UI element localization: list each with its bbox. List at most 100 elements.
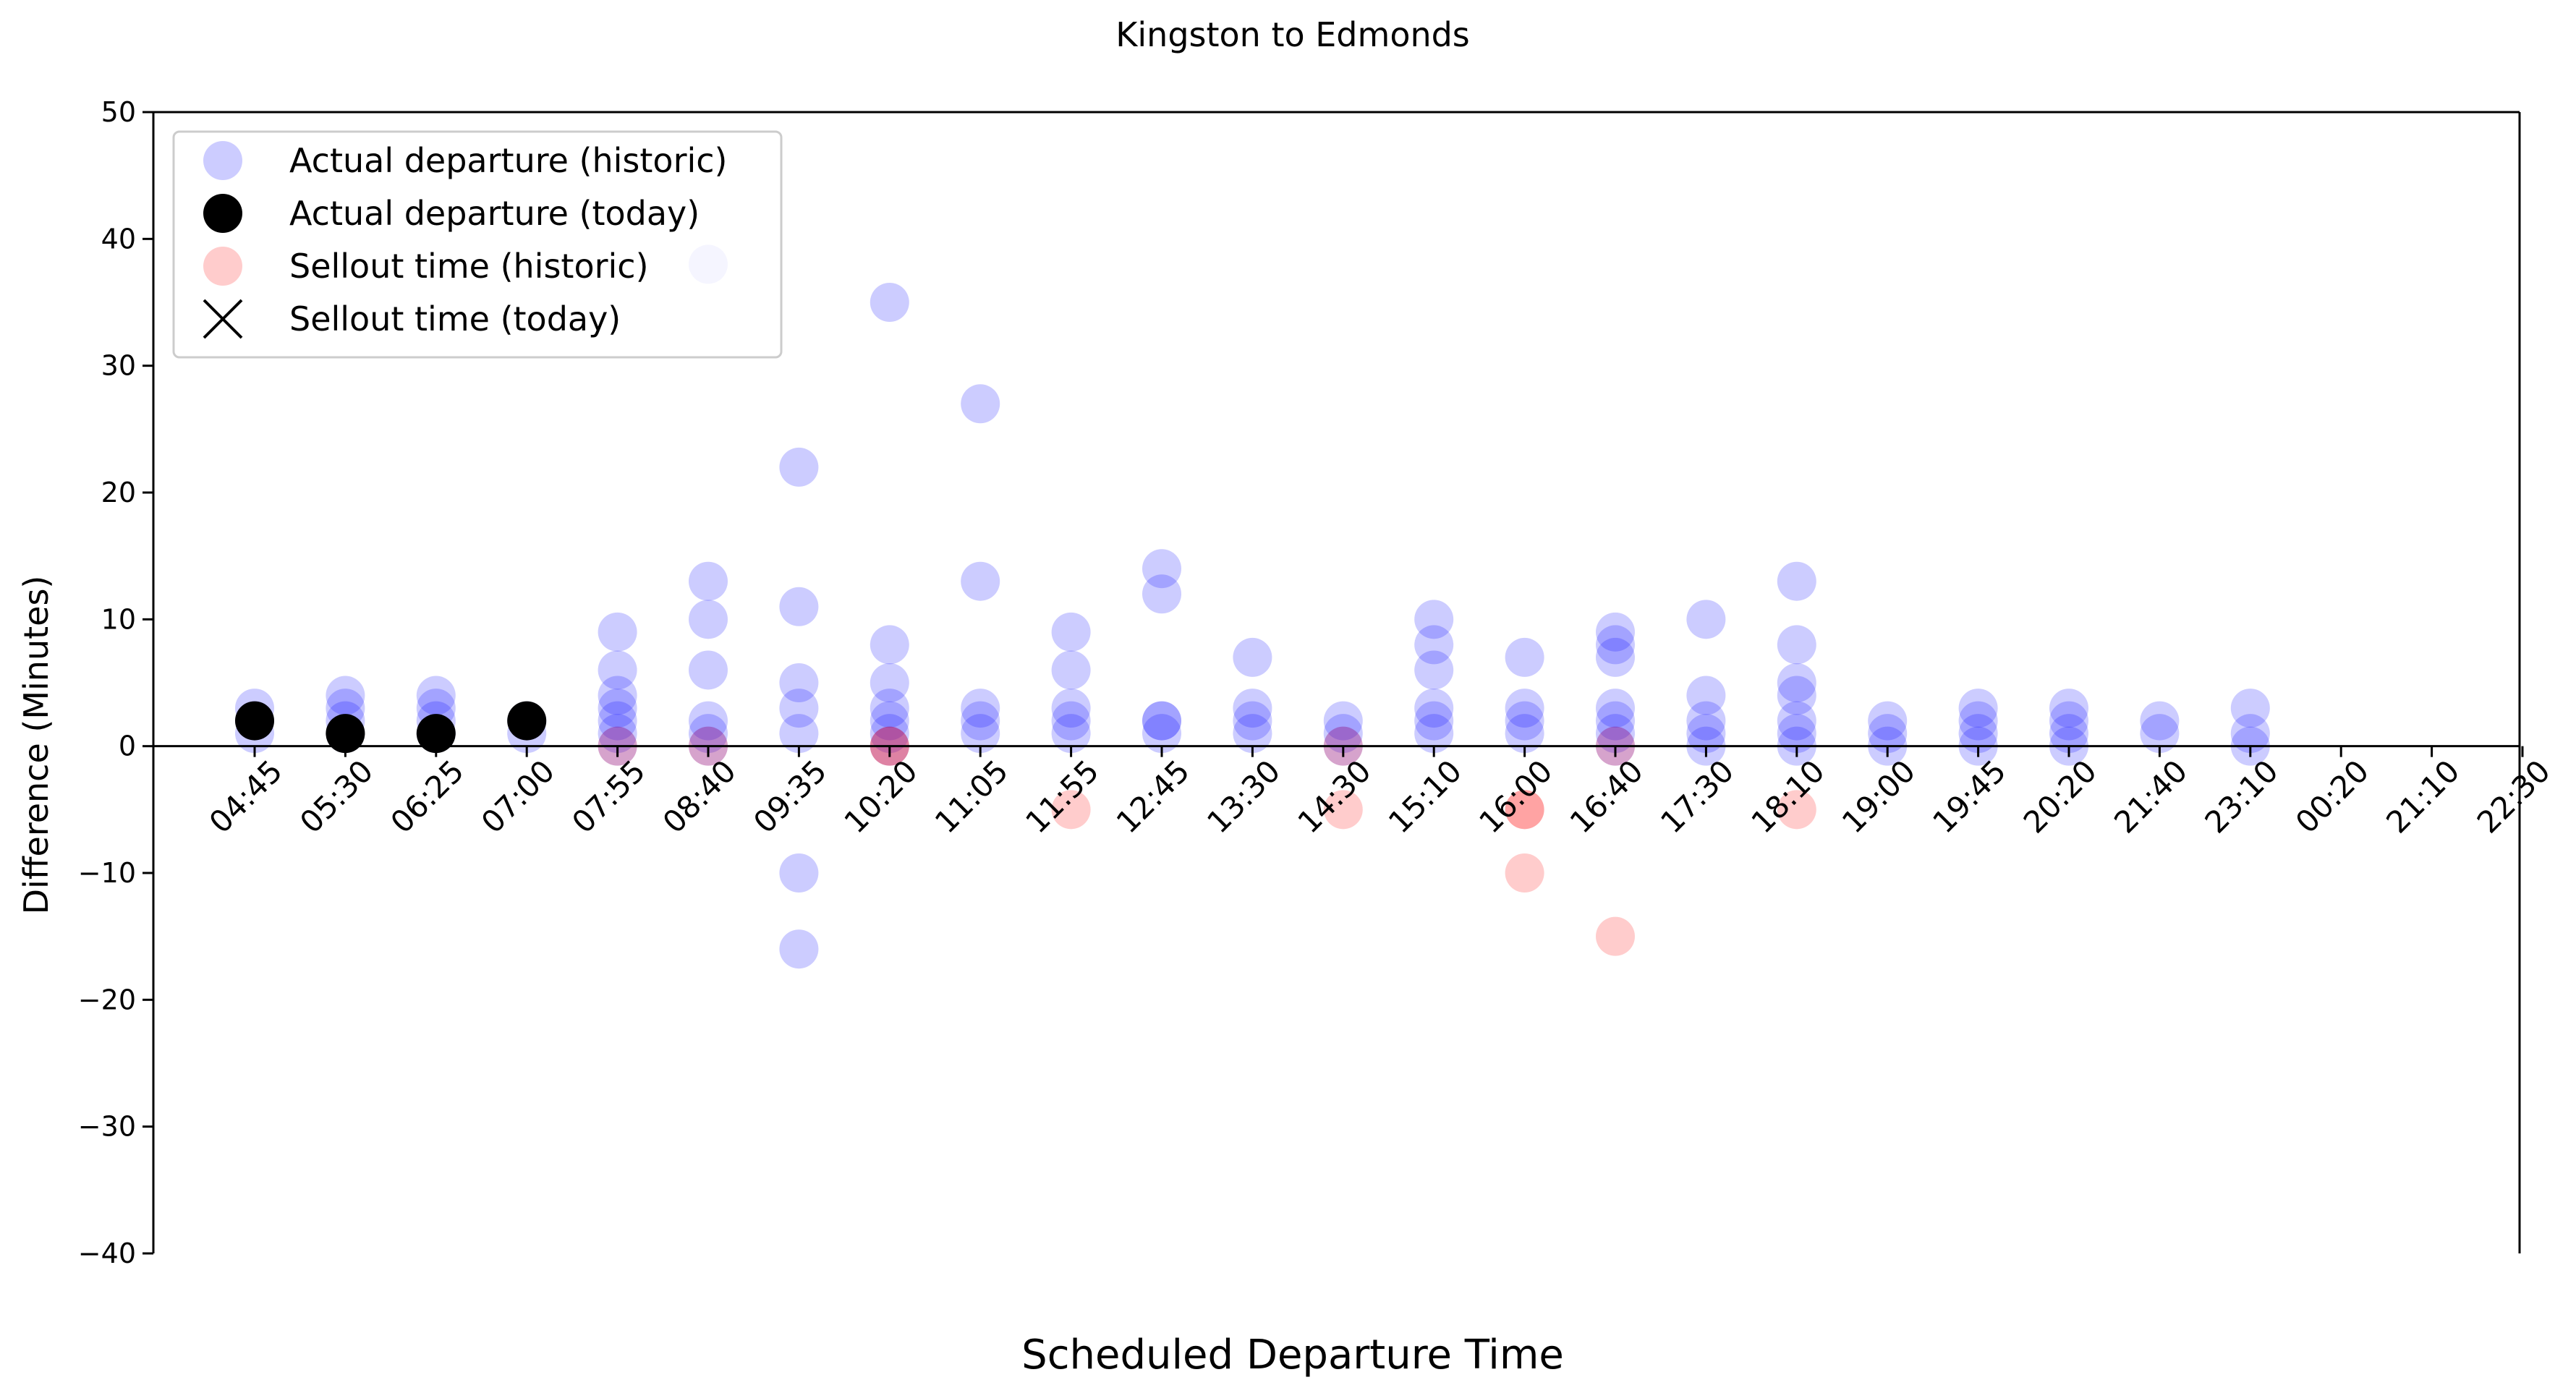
data-point bbox=[416, 714, 456, 754]
y-tick-label: 10 bbox=[101, 603, 136, 635]
data-point bbox=[1958, 689, 1998, 728]
x-tick-label: 16:00 bbox=[1472, 753, 1559, 840]
x-tick-label: 17:30 bbox=[1654, 753, 1740, 840]
x-tick-label: 00:20 bbox=[2289, 753, 2376, 840]
data-point bbox=[598, 650, 637, 690]
x-tick-label: 11:05 bbox=[928, 753, 1015, 840]
data-point bbox=[689, 701, 728, 741]
legend-box bbox=[172, 130, 783, 359]
data-point bbox=[1142, 549, 1181, 589]
data-point bbox=[1414, 625, 1454, 665]
y-tick-label: −10 bbox=[78, 857, 136, 889]
data-point bbox=[1051, 612, 1091, 652]
x-tick-label: 22:30 bbox=[2470, 753, 2557, 840]
data-point bbox=[961, 689, 1000, 728]
x-tick-label: 21:40 bbox=[2107, 753, 2194, 840]
data-point bbox=[961, 714, 1000, 754]
data-point bbox=[235, 701, 274, 741]
y-tick-label: −20 bbox=[78, 984, 136, 1015]
data-point bbox=[1596, 714, 1635, 754]
data-point bbox=[689, 600, 728, 639]
data-point bbox=[689, 650, 728, 690]
x-tick-label: 08:40 bbox=[656, 753, 743, 840]
x-tick-label: 14:30 bbox=[1291, 753, 1377, 840]
y-axis-label: Difference (Minutes) bbox=[17, 576, 56, 915]
x-tick-label: 05:30 bbox=[293, 753, 380, 840]
x-tick-label: 19:45 bbox=[1926, 753, 2012, 840]
data-point bbox=[1596, 637, 1635, 677]
data-point bbox=[2230, 714, 2270, 754]
data-point bbox=[870, 663, 909, 702]
plot-area bbox=[235, 244, 2270, 969]
x-tick-label: 13:30 bbox=[1200, 753, 1287, 840]
data-point bbox=[1505, 714, 1544, 754]
data-point bbox=[1142, 714, 1181, 754]
y-tick-label: −30 bbox=[78, 1111, 136, 1143]
data-point bbox=[1233, 637, 1272, 677]
data-point bbox=[1596, 689, 1635, 728]
data-point bbox=[1505, 790, 1544, 830]
data-point bbox=[779, 663, 819, 702]
x-tick-label: 12:45 bbox=[1110, 753, 1196, 840]
data-point bbox=[1777, 790, 1816, 830]
data-point bbox=[2049, 701, 2088, 741]
y-tick-label: −40 bbox=[78, 1237, 136, 1269]
data-point bbox=[1777, 701, 1816, 741]
x-tick-label: 15:10 bbox=[1382, 753, 1468, 840]
data-point bbox=[870, 283, 909, 322]
data-point bbox=[1414, 689, 1454, 728]
data-point bbox=[779, 853, 819, 893]
y-tick-label: 20 bbox=[101, 477, 136, 508]
legend-label: Actual departure (historic) bbox=[289, 141, 728, 180]
legend-marker bbox=[203, 299, 243, 339]
data-point bbox=[870, 625, 909, 665]
data-point bbox=[1777, 625, 1816, 665]
data-point bbox=[2049, 714, 2088, 754]
data-point bbox=[1868, 701, 1908, 741]
data-point bbox=[326, 676, 365, 715]
y-tick-label: 50 bbox=[101, 96, 136, 128]
data-point bbox=[779, 689, 819, 728]
data-point bbox=[1868, 714, 1908, 754]
x-tick-label: 06:25 bbox=[383, 753, 470, 840]
x-axis-label: Scheduled Departure Time bbox=[1021, 1332, 1564, 1379]
y-tick-label: 30 bbox=[101, 350, 136, 382]
chart-title: Kingston to Edmonds bbox=[1115, 15, 1470, 54]
data-point bbox=[1051, 790, 1091, 830]
data-point bbox=[598, 676, 637, 715]
x-tick-label: 04:45 bbox=[203, 753, 289, 840]
data-point bbox=[507, 701, 547, 741]
data-point bbox=[1777, 561, 1816, 601]
data-point bbox=[1051, 689, 1091, 728]
data-point bbox=[1596, 625, 1635, 665]
y-tick-label: 0 bbox=[119, 730, 136, 762]
data-point bbox=[689, 561, 728, 601]
data-point bbox=[1414, 650, 1454, 690]
data-point bbox=[1596, 701, 1635, 741]
x-marker-stroke bbox=[203, 299, 243, 339]
legend-label: Sellout time (historic) bbox=[289, 247, 649, 286]
data-point bbox=[689, 714, 728, 754]
y-tick-label: 40 bbox=[101, 223, 136, 255]
data-point bbox=[1051, 714, 1091, 754]
data-point bbox=[870, 701, 909, 741]
data-point bbox=[416, 676, 456, 715]
data-point bbox=[1596, 612, 1635, 652]
data-point bbox=[1777, 663, 1816, 702]
x-tick-label: 20:20 bbox=[2017, 753, 2104, 840]
x-tick-label: 21:10 bbox=[2379, 753, 2466, 840]
data-point bbox=[1505, 853, 1544, 893]
data-point bbox=[1142, 701, 1181, 741]
data-point bbox=[1414, 600, 1454, 639]
data-point bbox=[961, 384, 1000, 424]
data-point bbox=[779, 714, 819, 754]
x-tick-label: 19:00 bbox=[1835, 753, 1922, 840]
data-point bbox=[961, 561, 1000, 601]
data-point bbox=[870, 689, 909, 728]
x-tick-label: 10:20 bbox=[837, 753, 924, 840]
data-point bbox=[2140, 701, 2180, 741]
legend-marker bbox=[203, 247, 242, 286]
legend-marker bbox=[203, 194, 242, 233]
